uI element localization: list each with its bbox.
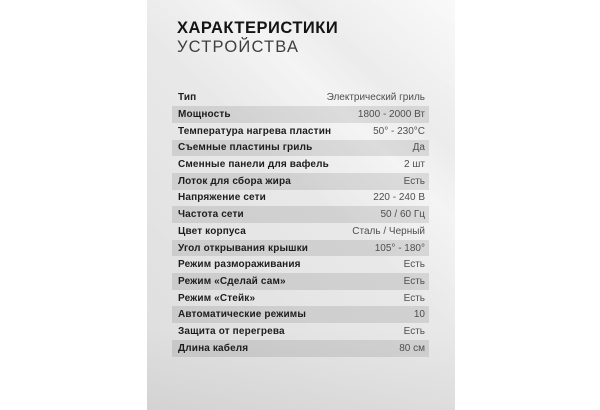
spec-card: ХАРАКТЕРИСТИКИ УСТРОЙСТВА Тип Электричес… xyxy=(147,0,455,410)
spec-value: 80 см xyxy=(399,342,425,354)
page-title: ХАРАКТЕРИСТИКИ УСТРОЙСТВА xyxy=(177,19,338,57)
spec-value: Есть xyxy=(403,259,425,271)
spec-label: Мощность xyxy=(178,109,231,121)
spec-row-defrost-mode: Режим размораживания Есть xyxy=(172,256,429,273)
spec-value: Есть xyxy=(403,292,425,304)
spec-label: Защита от перегрева xyxy=(178,325,285,337)
spec-row-frequency: Частота сети 50 / 60 Гц xyxy=(172,206,429,223)
spec-row-waffle-panels: Сменные панели для вафель 2 шт xyxy=(172,156,429,173)
spec-row-diy-mode: Режим «Сделай сам» Есть xyxy=(172,273,429,290)
spec-value: 2 шт xyxy=(404,159,425,171)
spec-row-plate-temperature: Температура нагрева пластин 50° - 230°C xyxy=(172,123,429,140)
spec-row-drip-tray: Лоток для сбора жира Есть xyxy=(172,172,429,190)
spec-value: Сталь / Черный xyxy=(352,225,425,237)
spec-value: 220 - 240 В xyxy=(373,192,425,204)
spec-label: Режим размораживания xyxy=(178,259,301,271)
spec-row-steak-mode: Режим «Стейк» Есть xyxy=(172,290,429,307)
spec-label: Сменные панели для вафель xyxy=(178,159,329,171)
spec-value: 50° - 230°C xyxy=(373,125,425,137)
spec-value: 1800 - 2000 Вт xyxy=(357,109,425,121)
spec-row-overheat-protection: Защита от перегрева Есть xyxy=(172,323,429,340)
page-title-line1: ХАРАКТЕРИСТИКИ xyxy=(177,19,339,37)
spec-label: Режим «Сделай сам» xyxy=(178,275,286,287)
spec-row-lid-angle: Угол открывания крышки 105° - 180° xyxy=(172,239,429,257)
spec-value: 50 / 60 Гц xyxy=(380,209,425,221)
spec-value: 105° - 180° xyxy=(374,242,425,254)
spec-label: Тип xyxy=(178,92,197,104)
spec-label: Съемные пластины гриль xyxy=(178,142,313,154)
spec-label: Автоматические режимы xyxy=(178,309,307,321)
spec-row-removable-plates: Съемные пластины гриль Да xyxy=(172,139,429,157)
spec-row-voltage: Напряжение сети 220 - 240 В xyxy=(172,190,429,207)
spec-value: Да xyxy=(412,142,425,154)
spec-label: Лоток для сбора жира xyxy=(178,175,291,187)
spec-row-type: Тип Электрический гриль xyxy=(172,90,429,107)
spec-row-cable-length: Длина кабеля 80 см xyxy=(172,339,429,357)
spec-row-power: Мощность 1800 - 2000 Вт xyxy=(172,106,429,123)
spec-value: Есть xyxy=(403,175,425,187)
spec-label: Напряжение сети xyxy=(178,192,266,204)
spec-label: Цвет корпуса xyxy=(178,225,246,237)
spec-table: Тип Электрический гриль Мощность 1800 - … xyxy=(172,90,429,357)
spec-row-auto-programs: Автоматические режимы 10 xyxy=(172,306,429,324)
page-title-line2: УСТРОЙСТВА xyxy=(177,38,300,56)
spec-label: Режим «Стейк» xyxy=(178,292,256,304)
spec-label: Угол открывания крышки xyxy=(178,242,309,254)
spec-value: 10 xyxy=(413,309,425,321)
spec-label: Температура нагрева пластин xyxy=(178,125,332,137)
spec-label: Длина кабеля xyxy=(178,342,249,354)
spec-value: Есть xyxy=(403,275,425,287)
spec-value: Электрический гриль xyxy=(326,92,425,104)
spec-label: Частота сети xyxy=(178,209,244,221)
spec-row-body-color: Цвет корпуса Сталь / Черный xyxy=(172,223,429,240)
spec-value: Есть xyxy=(403,325,425,337)
